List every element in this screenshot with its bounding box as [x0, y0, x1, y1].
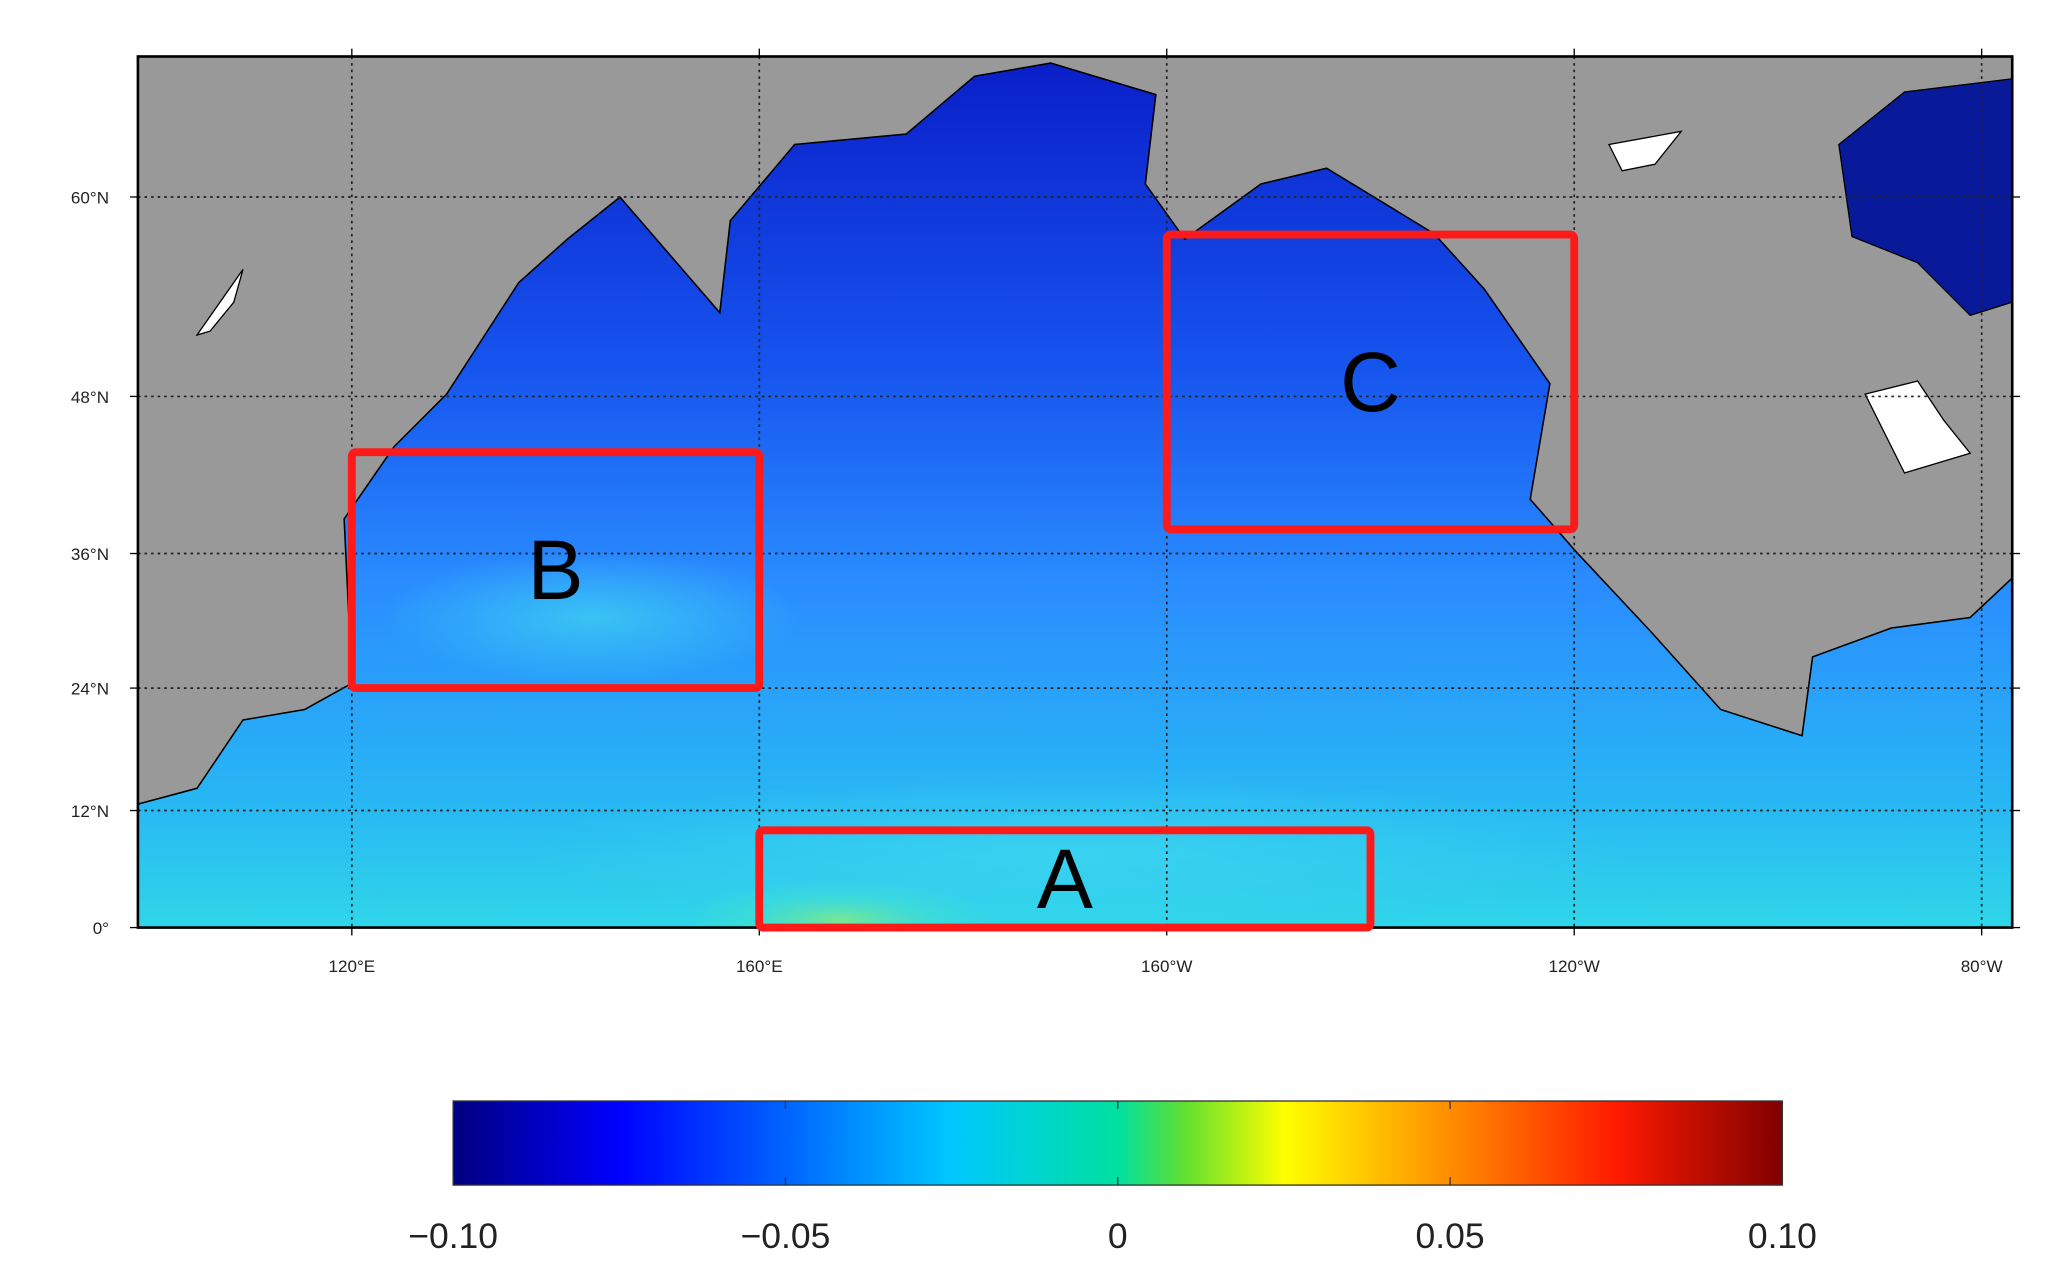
- y-tick-label: 36°N: [71, 545, 109, 564]
- lake: [1608, 130, 1683, 172]
- x-tick-label: 160°E: [736, 957, 783, 976]
- y-tick-label: 48°N: [71, 388, 109, 407]
- x-tick-label: 80°W: [1961, 957, 2004, 976]
- x-tick-label: 120°W: [1549, 957, 1601, 976]
- great-lakes: [1864, 380, 1972, 474]
- axes: 120°E 160°E 160°W 120°W 80°W 0° 12°N 24°N 36°N 48…: [71, 48, 2021, 976]
- region-label: B: [528, 523, 584, 617]
- colorbar-tick-label: 0: [1108, 1216, 1128, 1256]
- x-tick-label: 120°E: [328, 957, 375, 976]
- y-tick-label: 60°N: [71, 189, 109, 208]
- colorbar-tick-label: −0.05: [741, 1216, 831, 1256]
- x-tick-label: 160°W: [1141, 957, 1193, 976]
- ocean: [137, 62, 2013, 928]
- colorbar-tick-label: −0.10: [408, 1216, 498, 1256]
- lake: [195, 268, 244, 337]
- colorbar-tick-label: 0.10: [1748, 1216, 1817, 1256]
- cyan-anomaly: [525, 775, 1629, 928]
- region-label: A: [1037, 832, 1093, 926]
- region-box: [1162, 230, 1579, 534]
- y-tick-label: 12°N: [71, 802, 109, 821]
- region-box: [347, 448, 764, 693]
- cyan-anomaly: [380, 551, 802, 684]
- region-label: C: [1340, 335, 1401, 429]
- y-tick-label: 0°: [93, 919, 109, 938]
- colorbar: [452, 1100, 1784, 1186]
- y-tick-label: 24°N: [71, 680, 109, 699]
- colorbar-tick-label: 0.05: [1416, 1216, 1485, 1256]
- map-image: [137, 56, 2013, 928]
- region-box: [755, 826, 1375, 932]
